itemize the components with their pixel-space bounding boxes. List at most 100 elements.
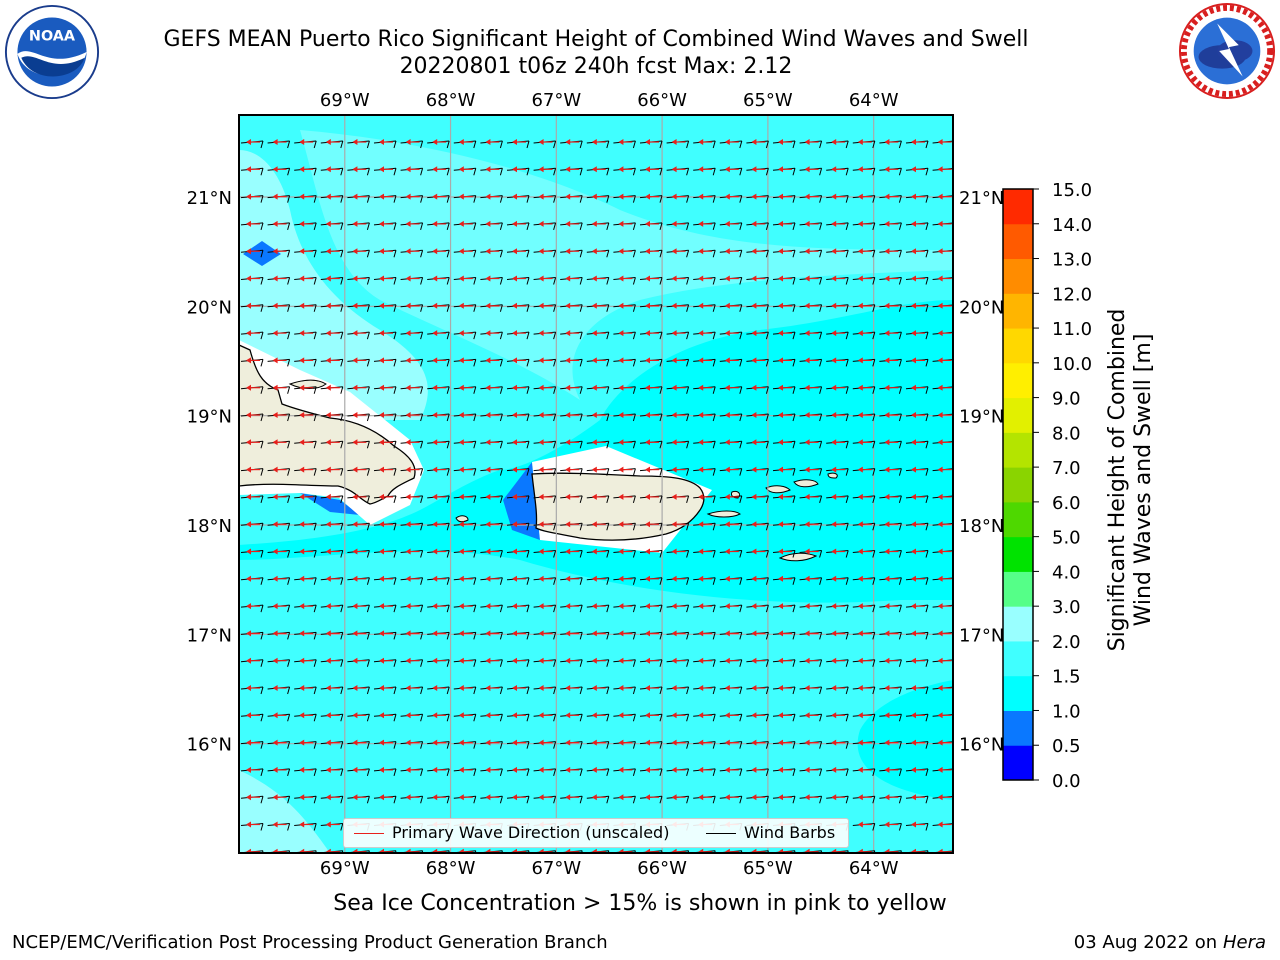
- grid-vector: [826, 384, 849, 394]
- grid-vector: [506, 193, 530, 203]
- colorbar-swatch: [1003, 745, 1033, 781]
- grid-vector: [240, 794, 264, 804]
- grid-vector: [905, 166, 929, 176]
- grid-vector: [453, 521, 477, 531]
- grid-vector: [666, 794, 690, 804]
- grid-vector: [852, 384, 876, 394]
- grid-vector: [772, 794, 796, 804]
- grid-vector: [320, 493, 344, 504]
- grid-vector: [294, 794, 317, 804]
- grid-vector: [560, 139, 583, 149]
- grid-vector: [613, 766, 636, 777]
- grid-vector: [905, 412, 929, 422]
- grid-vector: [240, 220, 264, 231]
- grid-vector: [666, 302, 690, 312]
- grid-vector: [347, 275, 370, 285]
- grid-vector: [666, 193, 690, 203]
- grid-vector: [719, 493, 743, 504]
- grid-vector: [506, 685, 530, 695]
- grid-vector: [506, 794, 530, 804]
- grid-vector: [267, 139, 291, 149]
- grid-vector: [480, 685, 503, 695]
- lon-tick-top: 65°W: [743, 90, 793, 111]
- grid-vector: [320, 548, 344, 558]
- grid-vector: [693, 439, 716, 449]
- grid-vector: [347, 575, 370, 585]
- legend-wind-label: Wind Barbs: [744, 823, 836, 842]
- land-tortola: [793, 479, 819, 488]
- grid-vector: [905, 139, 929, 149]
- grid-vector: [905, 220, 929, 231]
- grid-vector: [852, 575, 876, 585]
- grid-vector: [746, 548, 769, 558]
- grid-vector: [693, 412, 716, 422]
- grid-vector: [905, 575, 929, 585]
- grid-vector: [852, 466, 876, 476]
- grid-vector: [480, 412, 503, 422]
- grid-vector: [719, 220, 743, 231]
- colorbar-tick: 0.5: [1052, 736, 1081, 757]
- grid-vector: [506, 439, 530, 449]
- grid-vector: [666, 739, 690, 749]
- grid-vector: [666, 330, 690, 340]
- grid-vector: [613, 275, 636, 285]
- grid-vector: [453, 384, 477, 394]
- grid-vector: [294, 220, 317, 231]
- grid-vector: [879, 521, 902, 531]
- grid-vector: [639, 575, 663, 585]
- grid-vector: [347, 412, 370, 422]
- grid-vector: [506, 657, 530, 667]
- grid-vector: [613, 603, 636, 613]
- plot-frame: [238, 114, 954, 854]
- grid-vector: [613, 630, 636, 640]
- grid-vector: [932, 439, 953, 449]
- grid-vector: [693, 193, 716, 203]
- grid-vector: [453, 412, 477, 422]
- grid-vector: [879, 302, 902, 312]
- grid-vector: [772, 139, 796, 149]
- grid-vector: [373, 412, 397, 422]
- colorbar-tick: 10.0: [1052, 354, 1092, 375]
- grid-vector: [772, 220, 796, 231]
- grid-vector: [294, 166, 317, 176]
- colorbar-tick: 15.0: [1052, 180, 1092, 201]
- grid-vector: [826, 548, 849, 558]
- grid-vector: [267, 193, 291, 203]
- grid-vector: [746, 630, 769, 640]
- grid-vector: [746, 603, 769, 613]
- grid-vector: [639, 739, 663, 749]
- grid-vector: [826, 439, 849, 449]
- grid-vector: [533, 193, 557, 203]
- grid-vector: [533, 630, 557, 640]
- grid-vector: [480, 357, 503, 367]
- colorbar-tick: 0.0: [1052, 771, 1081, 792]
- grid-vector: [586, 794, 610, 804]
- grid-vector: [347, 439, 370, 449]
- grid-vector: [799, 330, 823, 340]
- grid-vector: [347, 302, 370, 312]
- grid-vector: [373, 384, 397, 394]
- grid-vector: [639, 685, 663, 695]
- grid-vector: [879, 685, 902, 695]
- grid-vector: [772, 248, 796, 258]
- lon-tick-bottom: 65°W: [743, 858, 793, 879]
- grid-vector: [533, 166, 557, 176]
- grid-vector: [240, 630, 264, 640]
- grid-vector: [453, 466, 477, 476]
- ocean-band-1-5-2-0-south: [239, 551, 953, 853]
- grid-vector: [347, 466, 370, 476]
- grid-vector: [639, 330, 663, 340]
- grid-vector: [932, 166, 953, 176]
- grid-vector: [427, 548, 450, 558]
- grid-vector: [240, 493, 264, 504]
- grid-vector: [347, 685, 370, 695]
- grid-vector: [320, 384, 344, 394]
- grid-vector: [826, 357, 849, 367]
- grid-vector: [719, 139, 743, 149]
- grid-vector: [666, 220, 690, 231]
- grid-vector: [799, 685, 823, 695]
- grid-vector: [693, 493, 716, 504]
- grid-vector: [639, 657, 663, 667]
- grid-vector: [373, 139, 397, 149]
